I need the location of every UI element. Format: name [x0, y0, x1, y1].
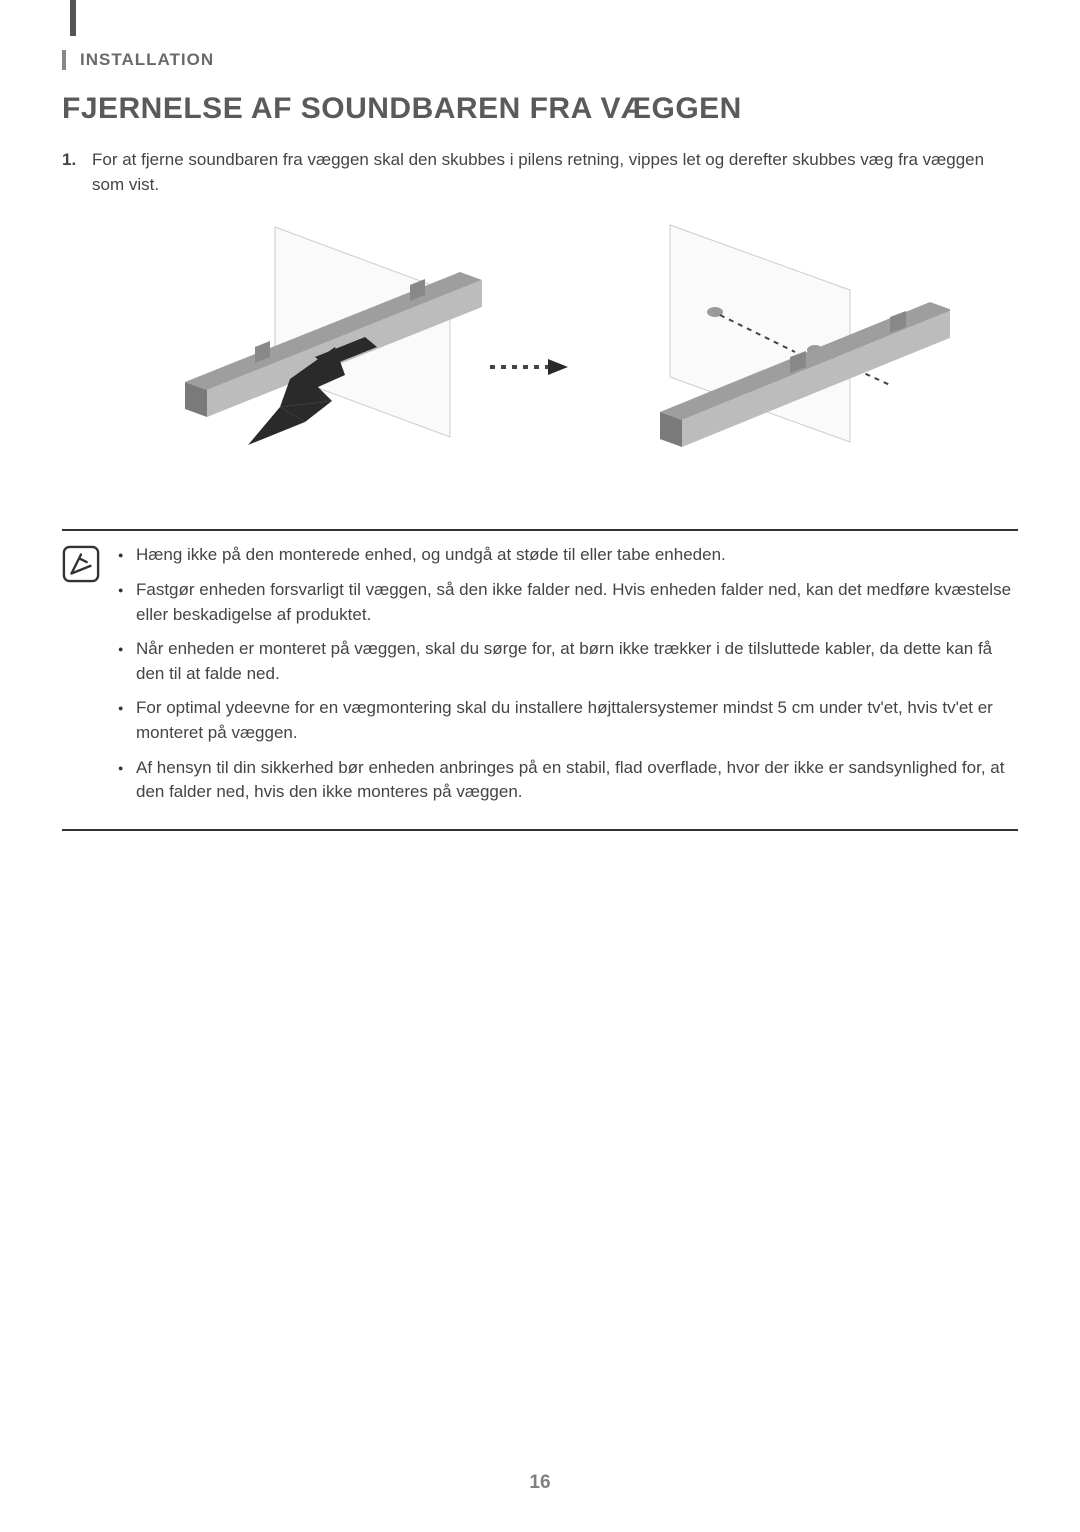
note-list: Hæng ikke på den monterede enhed, og und…: [118, 543, 1018, 815]
note-item: For optimal ydeevne for en vægmontering …: [118, 696, 1018, 745]
panel-left: [185, 227, 482, 445]
note-item: Fastgør enheden forsvarligt til væggen, …: [118, 578, 1018, 627]
main-heading: FJERNELSE AF SOUNDBAREN FRA VÆGGEN: [62, 92, 1018, 126]
notes-block: Hæng ikke på den monterede enhed, og und…: [62, 543, 1018, 815]
step-text: For at fjerne soundbaren fra væggen skal…: [92, 148, 1018, 197]
sequence-arrow-icon: [490, 359, 568, 375]
section-label: INSTALLATION: [62, 50, 1018, 70]
removal-illustration: [130, 207, 950, 507]
page-number: 16: [0, 1472, 1080, 1494]
step-1: 1. For at fjerne soundbaren fra væggen s…: [62, 148, 1018, 197]
divider-bottom: [62, 829, 1018, 831]
note-item: Når enheden er monteret på væggen, skal …: [118, 637, 1018, 686]
page-tab-mark: [70, 0, 76, 36]
divider-top: [62, 529, 1018, 531]
note-icon: [62, 545, 100, 583]
note-item: Hæng ikke på den monterede enhed, og und…: [118, 543, 1018, 568]
note-item: Af hensyn til din sikkerhed bør enheden …: [118, 756, 1018, 805]
page-content: INSTALLATION FJERNELSE AF SOUNDBAREN FRA…: [0, 0, 1080, 831]
panel-right: [660, 225, 950, 447]
step-number: 1.: [62, 148, 82, 197]
